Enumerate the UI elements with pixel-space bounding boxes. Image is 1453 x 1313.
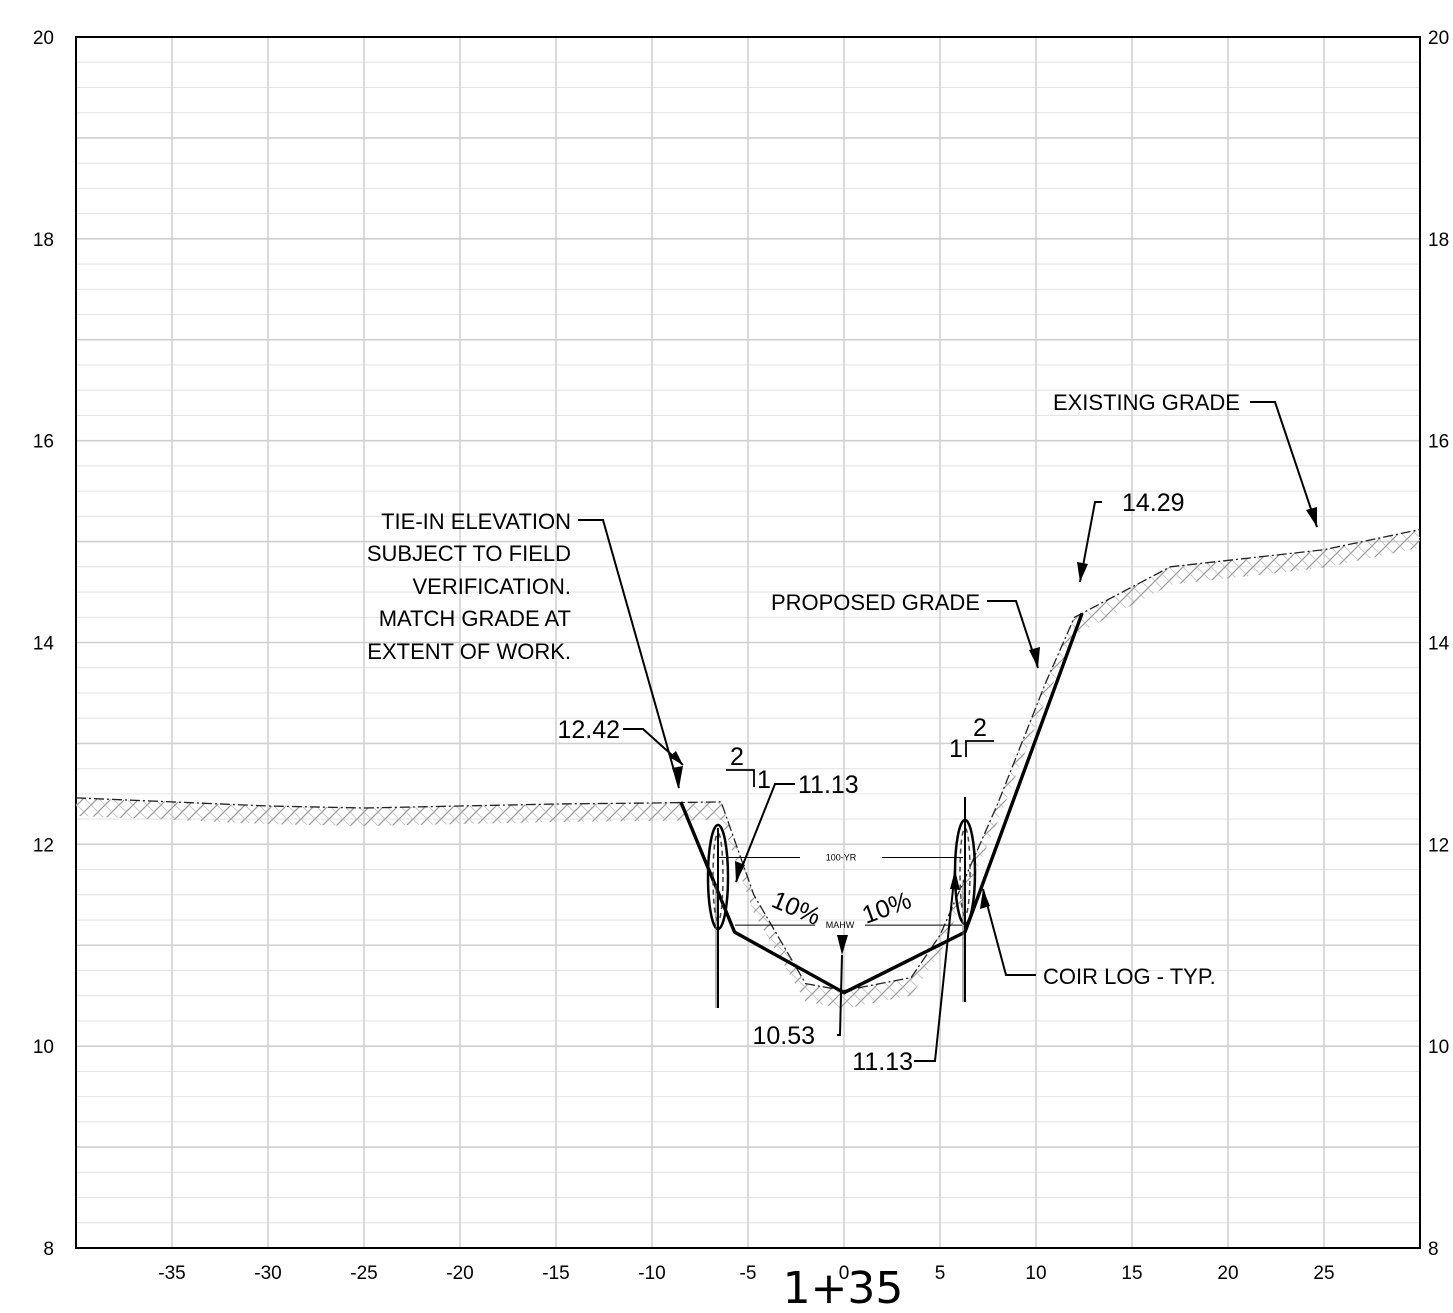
y-tick-label-right: 10 [1428,1037,1449,1058]
tie-in-note-line: EXTENT OF WORK. [367,639,571,664]
y-tick-label-right: 20 [1428,28,1449,49]
elevation-label-bottom: 10.53 [752,1022,815,1050]
slope-indicator-left [726,769,755,787]
water-level-mahw: MAHW [735,920,962,930]
y-tick-label: 20 [33,28,54,49]
callout-leaders [578,401,1318,1062]
y-tick-label: 12 [33,835,54,856]
coir-log-label: COIR LOG - TYP. [1043,964,1216,989]
y-tick-label-right: 12 [1428,835,1449,856]
y-tick-label: 10 [33,1037,54,1058]
y-tick-label: 8 [43,1239,54,1260]
elevation-label-left-top: 12.42 [557,716,620,744]
y-axis-right: 8 10 12 14 16 18 20 [1428,28,1450,1260]
y-tick-label-right: 16 [1428,432,1449,453]
y-tick-label-right: 14 [1428,634,1450,655]
x-tick-label: 15 [1121,1263,1142,1284]
callout-arrowheads [669,507,1317,955]
y-tick-label-right: 18 [1428,230,1449,251]
existing-grade-label: EXISTING GRADE [1053,390,1240,415]
elevation-label-right-top: 14.29 [1122,489,1185,517]
station-label: 1+35 [783,1263,904,1313]
tie-in-note-line: VERIFICATION. [413,574,572,599]
y-tick-label: 18 [33,230,54,251]
proposed-grade-line [679,612,1084,995]
y-tick-label: 16 [33,432,54,453]
major-gridlines [75,36,1421,1249]
tie-in-note-line: MATCH GRADE AT [379,606,571,631]
x-tick-label: -25 [350,1263,377,1284]
plot-frame [75,36,1421,1249]
x-tick-label: -30 [254,1263,281,1284]
y-tick-label-right: 8 [1428,1239,1439,1260]
slope-run-left: 2 [730,743,744,771]
x-tick-label: -5 [740,1263,757,1284]
coir-log-left [706,823,730,1008]
existing-grade-line [75,528,1421,992]
x-axis: -35 -30 -25 -20 -15 -10 -5 0 5 10 15 20 25 [158,1263,1334,1284]
slope-run-right: 2 [973,714,987,742]
slope-percent-right: 10% [858,886,915,929]
tie-in-note-line: SUBJECT TO FIELD [367,541,571,566]
slope-percent-left: 10% [768,886,825,931]
x-tick-label: -35 [158,1263,185,1284]
x-tick-label: 20 [1217,1263,1238,1284]
x-tick-label: -20 [446,1263,473,1284]
tie-in-note-line: TIE-IN ELEVATION [381,509,571,534]
slope-rise-left: 1 [757,766,771,794]
x-tick-label: 0 [839,1263,850,1284]
slope-indicator-right [965,740,994,757]
water-level-label: 100-YR [826,852,857,862]
y-axis-left: 8 10 12 14 16 18 20 [33,28,55,1260]
x-tick-label: 10 [1025,1263,1046,1284]
x-tick-label: 5 [935,1263,946,1284]
x-tick-label: 25 [1313,1263,1334,1284]
x-tick-label: -15 [542,1263,569,1284]
proposed-grade-label: PROPOSED GRADE [771,590,980,615]
water-level-100yr: 100-YR [719,852,963,862]
water-level-label: MAHW [826,920,855,930]
x-tick-label: -10 [638,1263,665,1284]
y-tick-label: 14 [33,634,55,655]
elevation-label-right-toe: 11.13 [852,1048,913,1076]
slope-rise-right: 1 [949,735,963,763]
elevation-label-left-toe: 11.13 [798,771,859,799]
